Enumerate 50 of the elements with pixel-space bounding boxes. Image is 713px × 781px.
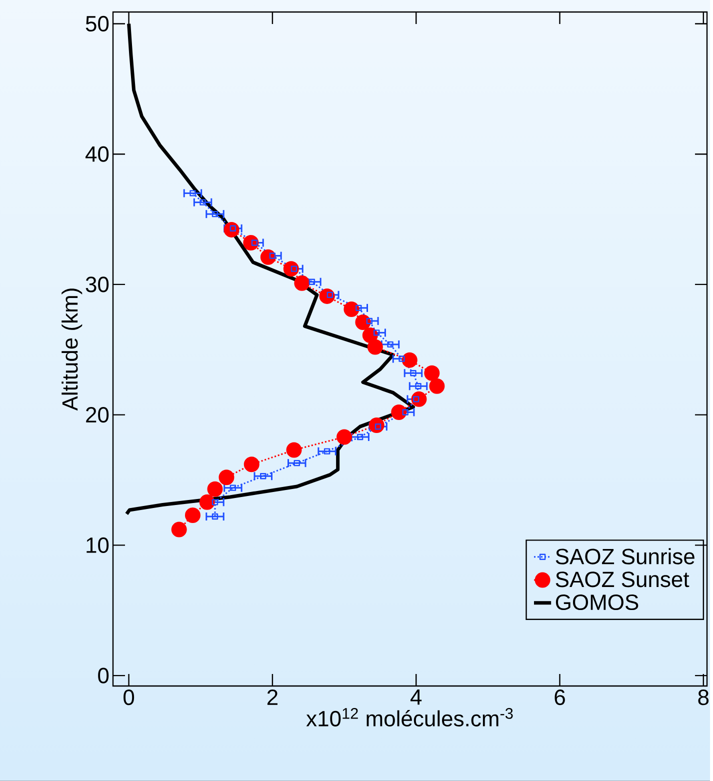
point [355, 314, 371, 330]
point [294, 460, 300, 466]
point [294, 275, 310, 291]
point [190, 190, 196, 196]
point [344, 301, 360, 317]
point [212, 210, 218, 218]
point [324, 448, 330, 454]
point [207, 481, 223, 497]
point [429, 378, 445, 394]
point [308, 278, 316, 285]
point [230, 484, 236, 491]
point [356, 304, 362, 312]
point [366, 318, 373, 324]
point [185, 507, 201, 523]
point [424, 365, 440, 381]
point [269, 252, 276, 259]
x-tick-label: 4 [410, 690, 422, 705]
point [171, 522, 187, 538]
point [402, 409, 408, 416]
point [244, 456, 260, 472]
x-tick-label: 2 [268, 690, 278, 705]
y-tick-label: 10 [86, 537, 109, 553]
point [410, 370, 416, 376]
y-tick-label: 40 [86, 146, 109, 162]
legend-label: SAOZ Sunrise [556, 548, 694, 564]
point [387, 341, 394, 348]
point [398, 356, 405, 362]
point [260, 473, 266, 480]
legend-label: SAOZ Sunset [556, 572, 690, 588]
point [218, 470, 234, 486]
point [391, 404, 407, 420]
y-tick-label: 20 [86, 407, 109, 423]
x-tick-label: 0 [124, 690, 134, 706]
x-tick-label: 8 [698, 690, 709, 706]
point [367, 339, 383, 355]
point [200, 199, 206, 206]
point [286, 442, 302, 458]
point [212, 499, 218, 506]
point [374, 330, 380, 336]
y-tick-label: 50 [86, 16, 109, 32]
point [212, 513, 218, 520]
x-tick-label: 6 [554, 690, 565, 706]
y-tick-label: 30 [86, 276, 109, 292]
x-axis-title: x10$^{12}$ molécules.cm$^{-3}$ [306, 708, 513, 726]
y-tick-label: 0 [98, 668, 109, 684]
y-axis-title: Altitude (km) [62, 288, 82, 411]
point [415, 383, 422, 390]
point [357, 434, 364, 440]
legend-label: GOMOS [556, 594, 638, 610]
point [336, 429, 352, 445]
